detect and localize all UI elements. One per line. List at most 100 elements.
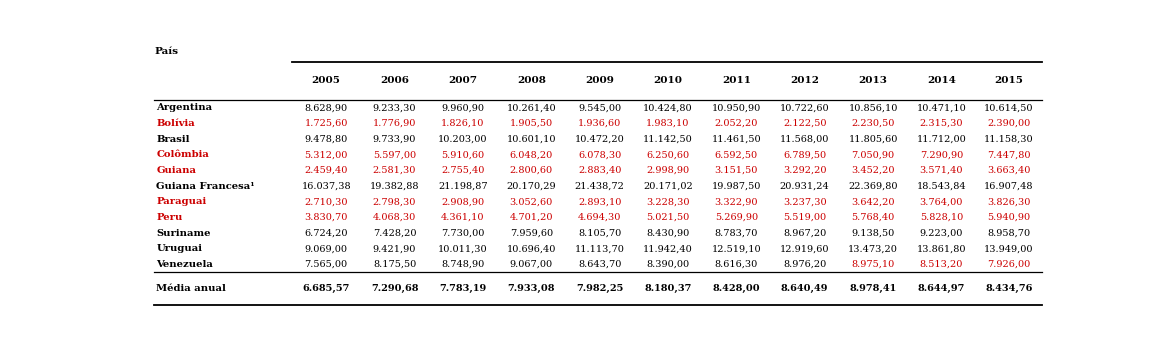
Text: 1.983,10: 1.983,10 bbox=[647, 119, 690, 128]
Text: 10.614,50: 10.614,50 bbox=[984, 103, 1034, 112]
Text: 8.783,70: 8.783,70 bbox=[714, 229, 758, 237]
Text: 16.907,48: 16.907,48 bbox=[984, 182, 1034, 191]
Text: 3.228,30: 3.228,30 bbox=[647, 197, 690, 206]
Text: 3.764,00: 3.764,00 bbox=[920, 197, 963, 206]
Text: 3.452,20: 3.452,20 bbox=[851, 166, 894, 175]
Text: 4.701,20: 4.701,20 bbox=[509, 213, 554, 222]
Text: 8.430,90: 8.430,90 bbox=[647, 229, 690, 237]
Text: 2010: 2010 bbox=[654, 76, 683, 85]
Text: 7.290,68: 7.290,68 bbox=[371, 284, 419, 293]
Text: 11.113,70: 11.113,70 bbox=[575, 244, 625, 253]
Text: 2.710,30: 2.710,30 bbox=[305, 197, 348, 206]
Text: 8.975,10: 8.975,10 bbox=[851, 260, 894, 269]
Text: 7.959,60: 7.959,60 bbox=[509, 229, 552, 237]
Text: 11.461,50: 11.461,50 bbox=[712, 135, 761, 144]
Text: 22.369,80: 22.369,80 bbox=[848, 182, 898, 191]
Text: 8.978,41: 8.978,41 bbox=[849, 284, 897, 293]
Text: 13.473,20: 13.473,20 bbox=[848, 244, 898, 253]
Text: 2013: 2013 bbox=[858, 76, 887, 85]
Text: 4.068,30: 4.068,30 bbox=[373, 213, 416, 222]
Text: 11.142,50: 11.142,50 bbox=[643, 135, 693, 144]
Text: 11.158,30: 11.158,30 bbox=[984, 135, 1034, 144]
Text: 11.712,00: 11.712,00 bbox=[916, 135, 966, 144]
Text: 9.545,00: 9.545,00 bbox=[578, 103, 621, 112]
Text: Colômbia: Colômbia bbox=[156, 150, 209, 159]
Text: 2.390,00: 2.390,00 bbox=[987, 119, 1030, 128]
Text: 5.940,90: 5.940,90 bbox=[987, 213, 1030, 222]
Text: 2.998,90: 2.998,90 bbox=[647, 166, 690, 175]
Text: 5.768,40: 5.768,40 bbox=[851, 213, 894, 222]
Text: 9.421,90: 9.421,90 bbox=[373, 244, 416, 253]
Text: Uruguai: Uruguai bbox=[156, 244, 202, 253]
Text: 6.048,20: 6.048,20 bbox=[509, 150, 552, 159]
Text: Venezuela: Venezuela bbox=[156, 260, 213, 269]
Text: 3.237,30: 3.237,30 bbox=[783, 197, 827, 206]
Text: 5.597,00: 5.597,00 bbox=[373, 150, 416, 159]
Text: 9.233,30: 9.233,30 bbox=[373, 103, 416, 112]
Text: 21.198,87: 21.198,87 bbox=[438, 182, 487, 191]
Text: 8.434,76: 8.434,76 bbox=[985, 284, 1033, 293]
Text: 2011: 2011 bbox=[722, 76, 751, 85]
Text: 8.967,20: 8.967,20 bbox=[783, 229, 827, 237]
Text: 7.933,08: 7.933,08 bbox=[507, 284, 555, 293]
Text: 7.730,00: 7.730,00 bbox=[441, 229, 485, 237]
Text: 5.828,10: 5.828,10 bbox=[920, 213, 963, 222]
Text: 3.830,70: 3.830,70 bbox=[305, 213, 348, 222]
Text: 10.471,10: 10.471,10 bbox=[916, 103, 966, 112]
Text: Guiana Francesa¹: Guiana Francesa¹ bbox=[156, 182, 255, 191]
Text: 9.960,90: 9.960,90 bbox=[442, 103, 485, 112]
Text: 6.592,50: 6.592,50 bbox=[715, 150, 758, 159]
Text: 8.644,97: 8.644,97 bbox=[918, 284, 965, 293]
Text: 19.382,88: 19.382,88 bbox=[370, 182, 420, 191]
Text: 2007: 2007 bbox=[449, 76, 477, 85]
Text: 1.776,90: 1.776,90 bbox=[373, 119, 416, 128]
Text: 2.459,40: 2.459,40 bbox=[305, 166, 348, 175]
Text: 2.230,50: 2.230,50 bbox=[851, 119, 894, 128]
Text: 5.269,90: 5.269,90 bbox=[715, 213, 758, 222]
Text: 12.519,10: 12.519,10 bbox=[712, 244, 761, 253]
Text: 13.861,80: 13.861,80 bbox=[916, 244, 966, 253]
Text: 3.826,30: 3.826,30 bbox=[987, 197, 1030, 206]
Text: Peru: Peru bbox=[156, 213, 183, 222]
Text: 12.919,60: 12.919,60 bbox=[780, 244, 829, 253]
Text: 21.438,72: 21.438,72 bbox=[575, 182, 625, 191]
Text: 6.724,20: 6.724,20 bbox=[305, 229, 348, 237]
Text: 9.138,50: 9.138,50 bbox=[851, 229, 894, 237]
Text: 13.949,00: 13.949,00 bbox=[984, 244, 1034, 253]
Text: 19.987,50: 19.987,50 bbox=[712, 182, 761, 191]
Text: 8.958,70: 8.958,70 bbox=[987, 229, 1030, 237]
Text: 5.312,00: 5.312,00 bbox=[305, 150, 348, 159]
Text: 10.203,00: 10.203,00 bbox=[438, 135, 487, 144]
Text: 7.447,80: 7.447,80 bbox=[987, 150, 1030, 159]
Text: 3.663,40: 3.663,40 bbox=[987, 166, 1030, 175]
Text: 9.067,00: 9.067,00 bbox=[509, 260, 552, 269]
Text: 3.642,20: 3.642,20 bbox=[851, 197, 894, 206]
Text: 6.078,30: 6.078,30 bbox=[578, 150, 621, 159]
Text: 10.424,80: 10.424,80 bbox=[643, 103, 693, 112]
Text: 8.105,70: 8.105,70 bbox=[578, 229, 621, 237]
Text: 2015: 2015 bbox=[994, 76, 1023, 85]
Text: 20.931,24: 20.931,24 bbox=[780, 182, 829, 191]
Text: 6.685,57: 6.685,57 bbox=[302, 284, 350, 293]
Text: 9.733,90: 9.733,90 bbox=[373, 135, 416, 144]
Text: Bolívia: Bolívia bbox=[156, 119, 195, 128]
Text: Paraguai: Paraguai bbox=[156, 197, 207, 206]
Text: 2009: 2009 bbox=[585, 76, 614, 85]
Text: 10.472,20: 10.472,20 bbox=[575, 135, 625, 144]
Text: 10.261,40: 10.261,40 bbox=[506, 103, 556, 112]
Text: Argentina: Argentina bbox=[156, 103, 213, 112]
Text: 2.315,30: 2.315,30 bbox=[920, 119, 963, 128]
Text: Suriname: Suriname bbox=[156, 229, 211, 237]
Text: 7.428,20: 7.428,20 bbox=[373, 229, 416, 237]
Text: Média anual: Média anual bbox=[156, 284, 226, 293]
Text: 9.478,80: 9.478,80 bbox=[305, 135, 348, 144]
Text: 2014: 2014 bbox=[927, 76, 956, 85]
Text: 8.976,20: 8.976,20 bbox=[783, 260, 827, 269]
Text: 18.543,84: 18.543,84 bbox=[916, 182, 966, 191]
Text: 1.826,10: 1.826,10 bbox=[441, 119, 485, 128]
Text: 10.950,90: 10.950,90 bbox=[712, 103, 761, 112]
Text: 8.643,70: 8.643,70 bbox=[578, 260, 621, 269]
Text: 4.694,30: 4.694,30 bbox=[578, 213, 621, 222]
Text: 5.910,60: 5.910,60 bbox=[441, 150, 485, 159]
Text: 11.942,40: 11.942,40 bbox=[643, 244, 693, 253]
